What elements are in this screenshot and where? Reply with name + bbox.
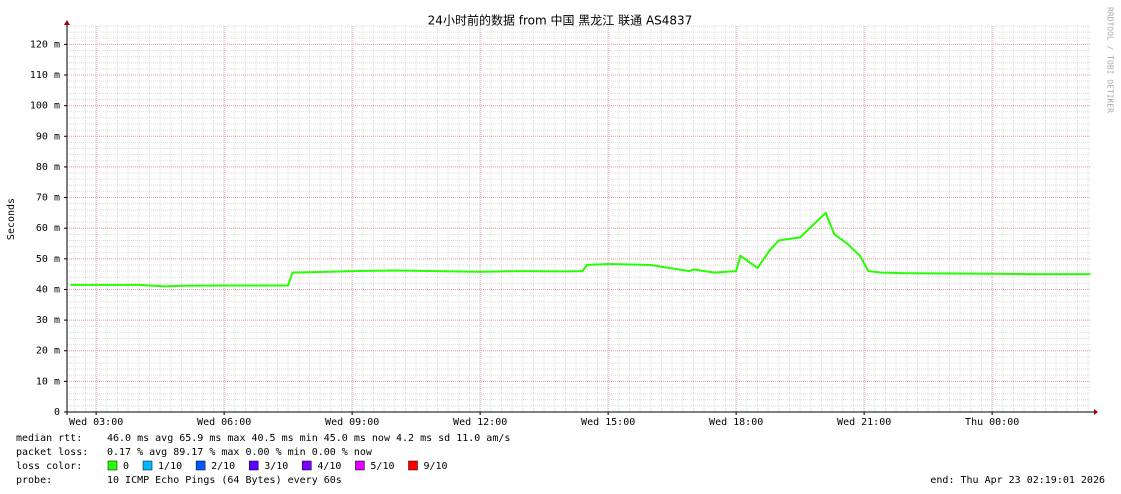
loss-color-text: 4/10 — [317, 461, 341, 472]
y-tick-label: 90 m — [36, 131, 60, 142]
loss-swatch — [248, 460, 259, 471]
loss-color-label: loss color: — [16, 461, 82, 472]
y-tick-label: 110 m — [30, 70, 60, 81]
loss-swatch — [195, 460, 206, 471]
x-tick-label: Wed 09:00 — [325, 417, 379, 428]
stat-text: 46.0 ms avg 65.9 ms max 40.5 ms min 45.0… — [107, 433, 510, 444]
watermark: RRDTOOL / TOBI OETIKER — [1106, 7, 1115, 113]
loss-swatch — [302, 460, 312, 471]
y-tick-label: 80 m — [36, 162, 60, 173]
x-tick-label: Wed 18:00 — [709, 417, 763, 428]
chart-title: 24小时前的数据 from 中国 黑龙江 联通 AS4837 — [428, 13, 693, 28]
loss-color-text: 1/10 — [158, 461, 182, 472]
legend: median rtt: 46.0 ms avg 65.9 ms max 40.5 … — [16, 433, 1105, 486]
y-tick-label: 0 — [54, 407, 60, 418]
x-tick-label: Thu 00:00 — [965, 417, 1019, 428]
stat-label: packet loss: — [16, 447, 88, 458]
loss-swatch — [107, 460, 118, 471]
y-tick-label: 50 m — [36, 254, 60, 265]
y-tick-label: 100 m — [30, 101, 60, 112]
probe-text: 10 ICMP Echo Pings (64 Bytes) every 60s — [107, 475, 342, 486]
x-tick-label: Wed 03:00 — [69, 417, 123, 428]
x-tick-label: Wed 12:00 — [453, 417, 507, 428]
x-tick-label: Wed 06:00 — [197, 417, 251, 428]
loss-swatch — [408, 460, 418, 471]
plot — [70, 211, 1091, 288]
probe-label: probe: — [16, 475, 52, 486]
median-line — [70, 211, 1091, 288]
y-tick-label: 30 m — [36, 315, 60, 326]
y-axis-label: Seconds — [6, 198, 17, 240]
grid: 0 10 m 20 m 30 m 40 m 50 m 60 m 70 m 80 m 90 m 100… — [30, 25, 1091, 428]
loss-color-text: 5/10 — [370, 461, 394, 472]
loss-color-text: 3/10 — [264, 461, 288, 472]
end-time: end: Thu Apr 23 02:19:01 2026 — [930, 475, 1105, 486]
y-tick-label: 120 m — [30, 39, 60, 50]
y-tick-label: 70 m — [36, 193, 60, 204]
loss-swatch — [142, 460, 153, 471]
loss-swatch — [355, 460, 365, 471]
y-tick-label: 60 m — [36, 223, 60, 234]
y-tick-label: 20 m — [36, 346, 60, 357]
y-arrow — [64, 20, 70, 25]
x-tick-label: Wed 15:00 — [581, 417, 635, 428]
loss-color-text: 9/10 — [424, 461, 448, 472]
y-tick-label: 40 m — [36, 284, 60, 295]
x-arrow — [1094, 409, 1098, 415]
loss-color-text: 2/10 — [211, 461, 235, 472]
y-tick-label: 10 m — [36, 376, 60, 387]
loss-color-text: 0 — [123, 461, 129, 472]
stat-text: 0.17 % avg 89.17 % max 0.00 % min 0.00 %… — [107, 447, 373, 458]
stat-label: median rtt: — [16, 433, 82, 444]
x-tick-label: Wed 21:00 — [837, 417, 891, 428]
